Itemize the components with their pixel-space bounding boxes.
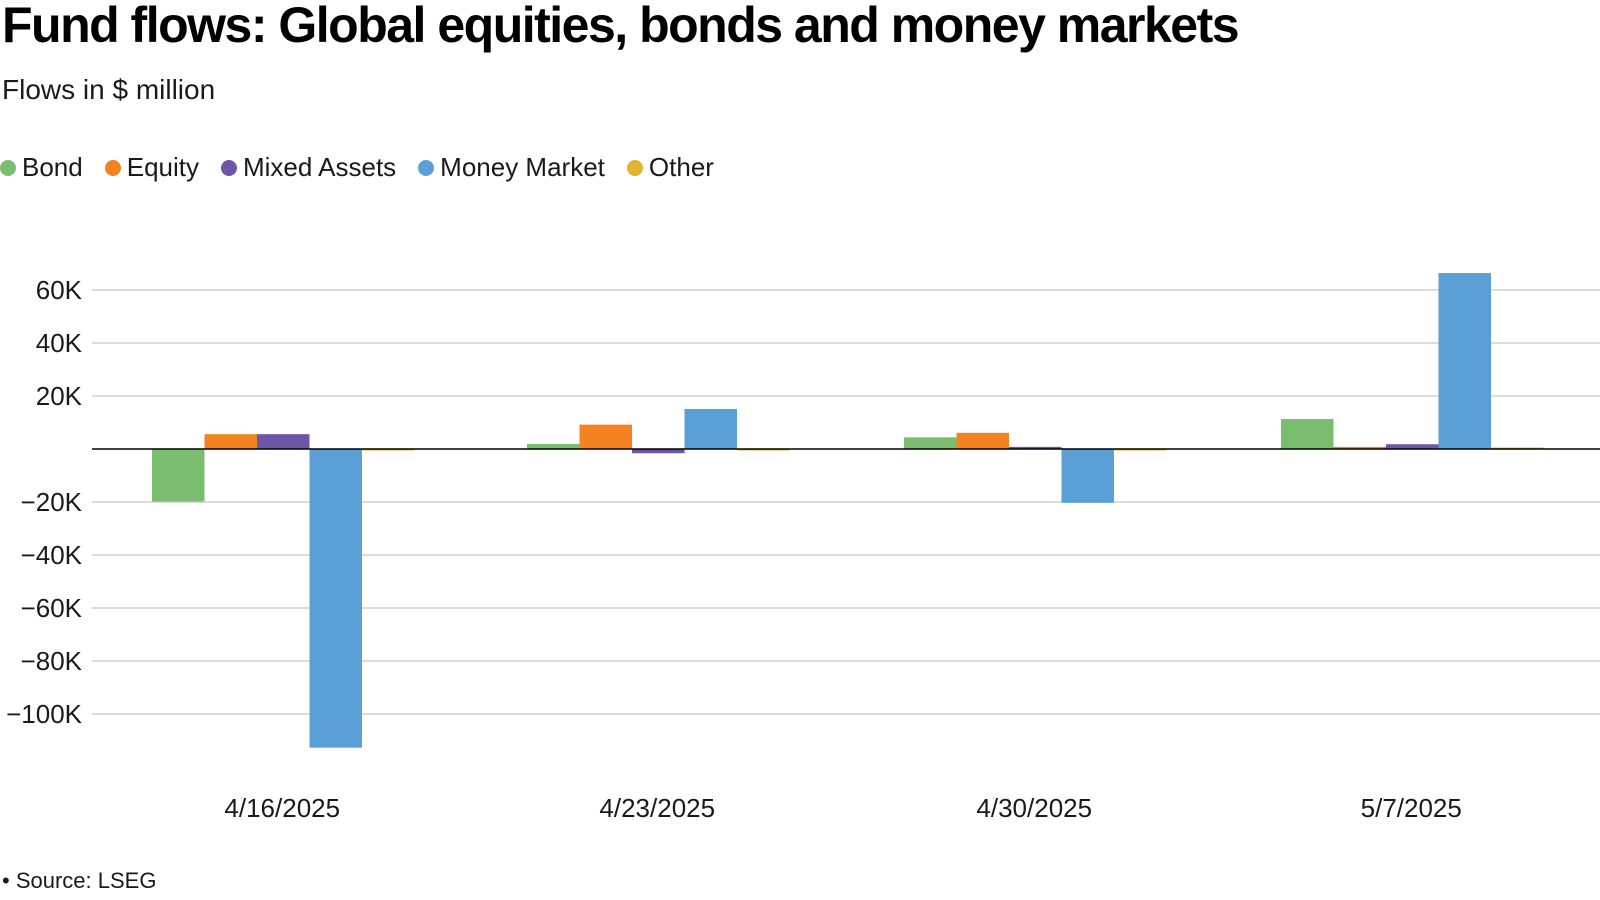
legend-item-money-market: Money Market [418,152,605,183]
legend-label: Equity [126,152,199,182]
bar-mixed-assets-4-30-2025 [1009,446,1062,449]
y-tick-label: −40K [21,540,83,570]
bar-equity-4-30-2025 [956,432,1009,449]
bar-money-market-4-23-2025 [684,408,737,449]
y-tick-label: −20K [21,487,83,517]
bar-bond-4-30-2025 [904,437,957,449]
bar-mixed-assets-4-23-2025 [632,449,685,454]
bar-equity-5-7-2025 [1333,446,1386,449]
y-tick-label: −60K [21,593,83,623]
legend-label: Bond [22,152,83,182]
y-tick-label: 20K [36,381,83,411]
legend-swatch [221,159,237,176]
legend-swatch [0,159,16,176]
x-tick-label: 4/23/2025 [599,793,715,823]
chart-subtitle: Flows in $ million [2,74,216,105]
bar-money-market-4-30-2025 [1061,449,1114,503]
bar-equity-4-23-2025 [579,424,632,449]
bar-money-market-5-7-2025 [1438,273,1491,449]
chart-legend: Bond Equity Mixed Assets Money Market Other [0,152,736,183]
x-tick-label: 5/7/2025 [1361,793,1462,823]
legend-item-other: Other [626,152,714,183]
source-note: • Source: LSEG [2,868,157,893]
bar-mixed-assets-4-16-2025 [257,434,310,449]
legend-label: Other [648,152,714,182]
bar-mixed-assets-5-7-2025 [1386,444,1439,449]
legend-label: Mixed Assets [243,152,397,182]
legend-item-bond: Bond [0,152,83,183]
y-tick-label: 60K [36,275,83,305]
bar-money-market-4-16-2025 [309,449,362,748]
legend-swatch [104,159,121,176]
chart-title: Fund flows: Global equities, bonds and m… [2,0,1240,53]
legend-swatch [418,159,435,176]
bar-equity-4-16-2025 [204,434,257,449]
bar-bond-5-7-2025 [1281,419,1334,449]
y-tick-label: 40K [36,328,83,358]
legend-swatch [626,159,643,176]
legend-item-equity: Equity [104,152,199,183]
y-tick-label: −100K [6,699,83,729]
legend-label: Money Market [440,152,605,182]
y-tick-label: −80K [21,646,83,676]
x-tick-label: 4/16/2025 [224,793,340,823]
bar-bond-4-23-2025 [527,443,580,449]
x-tick-label: 4/30/2025 [976,793,1092,823]
bar-bond-4-16-2025 [152,449,205,502]
legend-item-mixed-assets: Mixed Assets [221,152,396,183]
